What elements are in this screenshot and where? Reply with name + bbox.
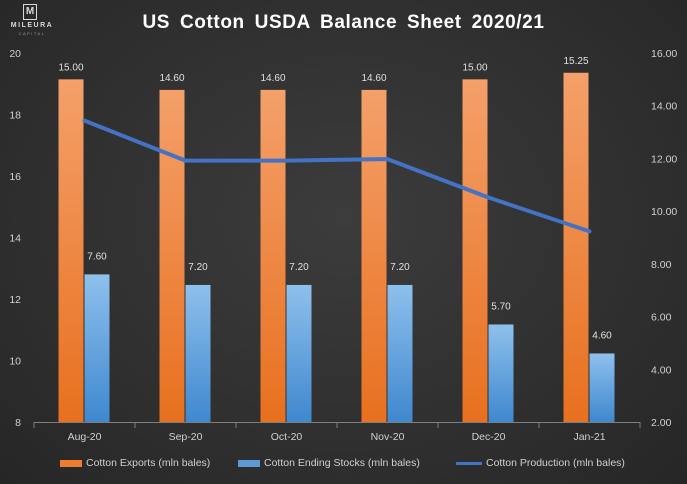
legend-label: Cotton Ending Stocks (mln bales) bbox=[264, 457, 420, 469]
right-axis-tick-10.00: 10.00 bbox=[651, 206, 677, 218]
right-axis-tick-12.00: 12.00 bbox=[651, 153, 677, 165]
production-line bbox=[82, 118, 592, 234]
logo-brand: MILEURA bbox=[10, 22, 54, 29]
label-stocks-Dec-20: 5.70 bbox=[491, 301, 511, 312]
left-axis-tick-16: 16 bbox=[9, 171, 21, 183]
x-tick-Oct-20: Oct-20 bbox=[271, 431, 303, 443]
bar-exports-Aug-20 bbox=[58, 79, 84, 422]
logo-sub: CAPITAL bbox=[18, 31, 46, 36]
left-axis-tick-12: 12 bbox=[9, 294, 21, 306]
bar-stocks-Jan-21 bbox=[589, 353, 615, 422]
label-exports-Nov-20: 14.60 bbox=[361, 73, 386, 84]
left-axis-tick-10: 10 bbox=[9, 356, 21, 368]
legend: Cotton Exports (mln bales) Cotton Ending … bbox=[0, 457, 687, 473]
left-axis-tick-14: 14 bbox=[9, 233, 21, 245]
bar-exports-Jan-21 bbox=[563, 72, 589, 423]
label-stocks-Aug-20: 7.60 bbox=[87, 251, 107, 262]
label-exports-Dec-20: 15.00 bbox=[462, 62, 487, 73]
label-stocks-Jan-21: 4.60 bbox=[592, 330, 612, 341]
legend-label: Cotton Production (mln bales) bbox=[486, 457, 625, 469]
production-point-Aug-20 bbox=[83, 119, 86, 123]
legend-item-3: Cotton Production (mln bales) bbox=[456, 457, 625, 469]
bar-exports-Dec-20 bbox=[462, 79, 488, 422]
legend-item-1: Cotton Exports (mln bales) bbox=[60, 457, 210, 469]
left-axis-tick-18: 18 bbox=[9, 110, 21, 122]
legend-label: Cotton Exports (mln bales) bbox=[86, 457, 211, 469]
right-axis-tick-8.00: 8.00 bbox=[651, 259, 672, 271]
x-tick-Jan-21: Jan-21 bbox=[573, 431, 605, 443]
bar-stocks-Aug-20 bbox=[84, 274, 110, 422]
right-axis-tick-2.00: 2.00 bbox=[651, 417, 672, 429]
legend-item-2: Cotton Ending Stocks (mln bales) bbox=[238, 457, 420, 469]
right-axis-tick-4.00: 4.00 bbox=[651, 364, 672, 376]
label-exports-Aug-20: 15.00 bbox=[58, 62, 83, 73]
left-axis-tick-20: 20 bbox=[9, 48, 21, 60]
production-point-Nov-20 bbox=[386, 157, 389, 161]
production-point-Jan-21 bbox=[588, 229, 591, 233]
bar-stocks-Nov-20 bbox=[387, 284, 413, 422]
bar-exports-Sep-20 bbox=[159, 89, 185, 423]
production-point-Sep-20 bbox=[184, 159, 187, 163]
mileura-logo: M MILEURA CAPITAL bbox=[10, 4, 54, 38]
label-stocks-Sep-20: 7.20 bbox=[188, 262, 208, 273]
label-stocks-Nov-20: 7.20 bbox=[390, 262, 410, 273]
legend-swatch bbox=[456, 461, 482, 465]
right-axis-tick-6.00: 6.00 bbox=[651, 312, 672, 324]
x-tick-Aug-20: Aug-20 bbox=[68, 431, 102, 443]
bar-exports-Nov-20 bbox=[361, 89, 387, 423]
x-tick-Sep-20: Sep-20 bbox=[169, 431, 203, 443]
x-tick-Nov-20: Nov-20 bbox=[371, 431, 405, 443]
bar-exports-Oct-20 bbox=[260, 89, 286, 423]
legend-swatch bbox=[238, 459, 260, 467]
bar-stocks-Sep-20 bbox=[185, 284, 211, 422]
production-point-Dec-20 bbox=[487, 196, 490, 200]
logo-mark: M bbox=[23, 4, 37, 20]
label-stocks-Oct-20: 7.20 bbox=[289, 262, 309, 273]
label-exports-Jan-21: 15.25 bbox=[563, 56, 588, 67]
right-axis-tick-16.00: 16.00 bbox=[651, 48, 677, 60]
x-tick-Dec-20: Dec-20 bbox=[472, 431, 506, 443]
production-point-Oct-20 bbox=[285, 159, 288, 163]
legend-swatch bbox=[60, 459, 82, 467]
label-exports-Sep-20: 14.60 bbox=[159, 73, 184, 84]
right-axis-tick-14.00: 14.00 bbox=[651, 101, 677, 113]
chart-title: US Cotton USDA Balance Sheet 2020/21 bbox=[142, 12, 545, 33]
left-axis-tick-8: 8 bbox=[15, 417, 21, 429]
label-exports-Oct-20: 14.60 bbox=[260, 73, 285, 84]
bar-stocks-Dec-20 bbox=[488, 324, 514, 422]
bar-stocks-Oct-20 bbox=[286, 284, 312, 422]
